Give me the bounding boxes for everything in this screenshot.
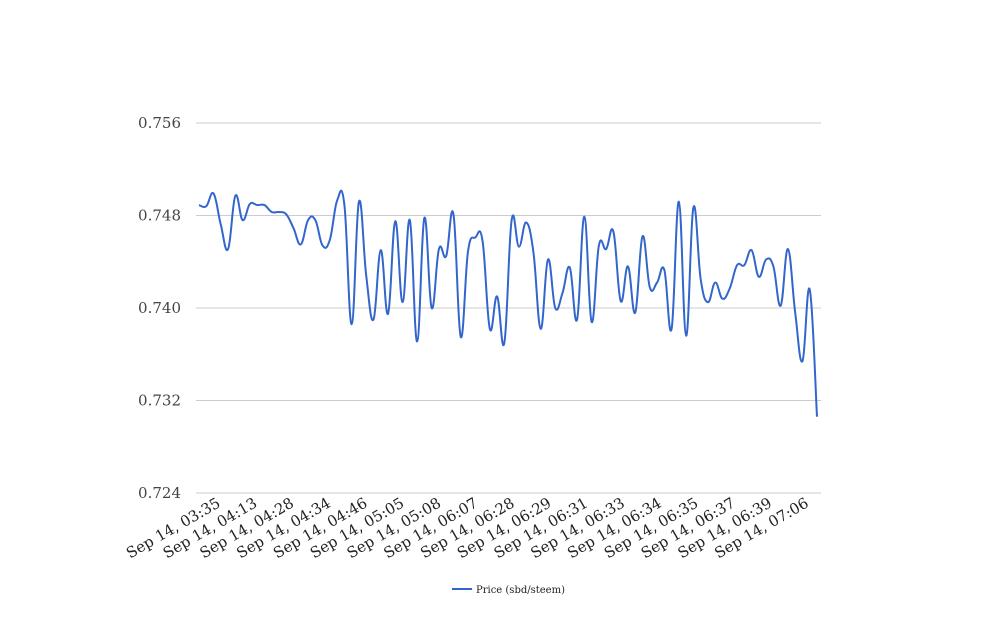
y-tick-label: 0.748 — [138, 207, 181, 225]
series-layer — [198, 189, 818, 417]
legend-label: Price (sbd/steem) — [476, 585, 565, 596]
legend: Price (sbd/steem) — [452, 585, 565, 596]
y-tick-label: 0.740 — [138, 299, 181, 317]
y-tick-label: 0.732 — [138, 392, 181, 410]
y-axis-ticks: 0.724 0.732 0.740 0.748 0.756 — [138, 114, 181, 502]
gridlines — [196, 122, 821, 494]
y-tick-label: 0.756 — [138, 114, 181, 132]
y-tick-label: 0.724 — [138, 484, 181, 502]
series-line-price — [198, 189, 818, 417]
